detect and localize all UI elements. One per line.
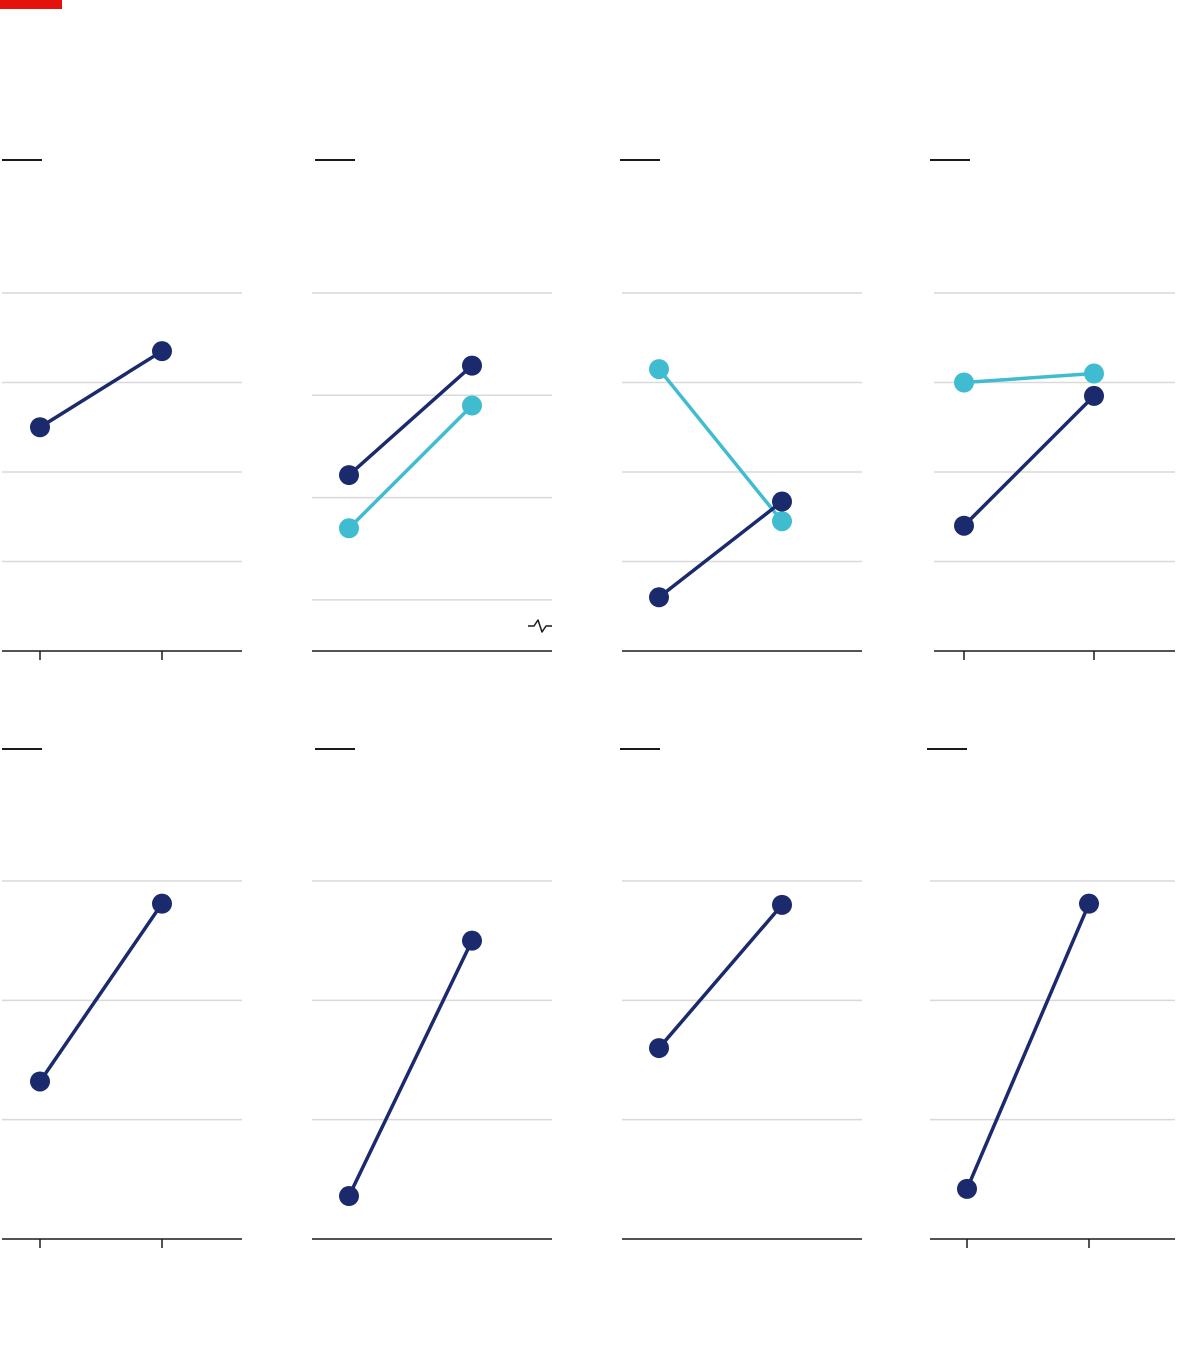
series-line-1	[38, 901, 164, 1084]
series-1-point-2	[772, 894, 792, 915]
series-1-point-1	[30, 1071, 50, 1092]
series-line-2	[347, 403, 474, 531]
series-2-point-1	[954, 515, 974, 536]
series-line-1	[962, 371, 1096, 385]
chart-panel-2	[312, 159, 552, 652]
series-1-point-1	[30, 417, 50, 438]
series-1-point-1	[339, 465, 359, 486]
series-2-point-2	[772, 491, 792, 512]
series-1-point-2	[1079, 893, 1099, 914]
series-2-point-2	[462, 395, 482, 416]
chart-panel-5	[2, 748, 242, 1248]
chart-panel-4	[930, 159, 1175, 660]
series-1-point-1	[957, 1178, 977, 1199]
axis-break-icon	[528, 619, 552, 633]
series-1-point-2	[1084, 363, 1104, 384]
series-1-point-2	[152, 893, 172, 914]
series-line-1	[657, 367, 784, 523]
chart-panel-1	[2, 159, 242, 660]
series-1-point-1	[954, 372, 974, 393]
chart-panel-3	[620, 159, 862, 652]
series-2-point-1	[339, 518, 359, 539]
chart-panel-7	[620, 748, 862, 1240]
series-1-point-2	[152, 341, 172, 362]
series-line-1	[38, 349, 164, 429]
series-1-point-1	[649, 359, 669, 380]
series-line-1	[347, 938, 474, 1198]
series-2-point-1	[649, 587, 669, 608]
brand-accent-bar	[0, 0, 62, 9]
series-1-point-1	[649, 1038, 669, 1059]
series-line-1	[657, 903, 784, 1050]
series-line-2	[657, 499, 784, 600]
chart-panel-8	[927, 748, 1175, 1248]
chart-panel-6	[312, 748, 552, 1240]
series-1-point-2	[462, 930, 482, 951]
series-2-point-2	[1084, 385, 1104, 406]
series-line-1	[347, 363, 474, 477]
series-line-1	[965, 901, 1091, 1191]
series-1-point-2	[772, 511, 792, 532]
series-line-2	[962, 394, 1096, 528]
series-1-point-1	[339, 1186, 359, 1207]
series-1-point-2	[462, 355, 482, 376]
